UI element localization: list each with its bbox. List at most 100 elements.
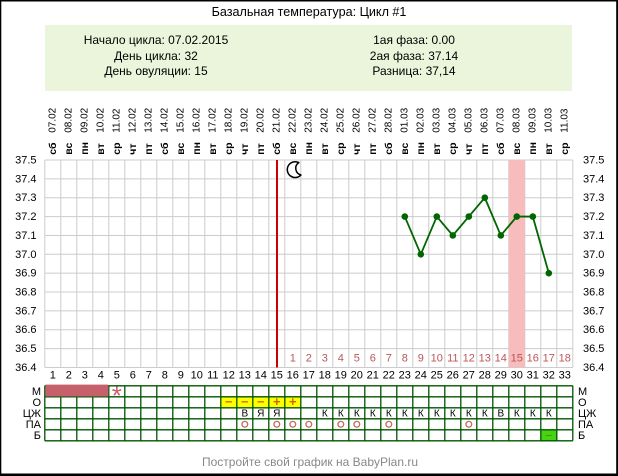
svg-text:ср: ср (111, 142, 123, 154)
svg-text:–: – (241, 394, 248, 409)
svg-text:7: 7 (146, 370, 152, 382)
svg-text:37.2: 37.2 (583, 211, 604, 223)
svg-text:ср: ср (223, 142, 235, 154)
svg-text:вт: вт (431, 143, 443, 154)
svg-text:08.02: 08.02 (63, 107, 74, 132)
svg-text:36.9: 36.9 (583, 268, 604, 280)
svg-text:М: М (578, 386, 587, 398)
svg-text:К: К (418, 408, 424, 419)
svg-text:31: 31 (527, 370, 539, 382)
svg-text:21.02: 21.02 (271, 107, 282, 132)
svg-text:10.02: 10.02 (95, 107, 106, 132)
svg-text:8: 8 (402, 353, 408, 365)
svg-text:сб: сб (271, 142, 283, 155)
svg-text:29: 29 (495, 370, 507, 382)
svg-text:День овуляции: 15: День овуляции: 15 (104, 64, 208, 78)
svg-text:07.03: 07.03 (495, 107, 506, 132)
svg-text:Постройте свой график на BabyP: Постройте свой график на BabyPlan.ru (202, 455, 418, 469)
svg-text:18: 18 (319, 370, 331, 382)
svg-text:ЦЖ: ЦЖ (23, 408, 41, 420)
svg-text:32: 32 (543, 370, 555, 382)
svg-text:ПА: ПА (578, 419, 594, 431)
svg-text:07.02: 07.02 (47, 107, 58, 132)
svg-text:О: О (578, 397, 587, 409)
svg-text:1: 1 (50, 370, 56, 382)
svg-text:К: К (530, 408, 536, 419)
svg-text:пн: пн (415, 142, 427, 155)
svg-text:37.3: 37.3 (583, 192, 604, 204)
svg-text:сб: сб (383, 142, 395, 155)
svg-text:09.03: 09.03 (527, 107, 538, 132)
svg-text:15.02: 15.02 (175, 107, 186, 132)
svg-text:ср: ср (447, 142, 459, 154)
svg-text:11.03: 11.03 (559, 108, 570, 133)
svg-text:пн: пн (303, 142, 315, 155)
svg-text:08.03: 08.03 (511, 107, 522, 132)
svg-text:пн: пн (527, 142, 539, 155)
svg-text:Базальная температура: Цикл #1: Базальная температура: Цикл #1 (212, 5, 407, 19)
svg-text:10.03: 10.03 (543, 107, 554, 132)
svg-text:36.7: 36.7 (583, 305, 604, 317)
svg-text:11.02: 11.02 (111, 108, 122, 133)
svg-text:06.03: 06.03 (479, 107, 490, 132)
svg-text:16.02: 16.02 (191, 107, 202, 132)
svg-text:вт: вт (95, 143, 107, 154)
svg-text:чт: чт (351, 143, 363, 154)
svg-text:6: 6 (370, 353, 376, 365)
svg-text:чт: чт (239, 143, 251, 154)
svg-text:К: К (482, 408, 488, 419)
svg-text:11: 11 (207, 370, 218, 382)
svg-text:пн: пн (191, 142, 203, 155)
svg-text:ср: ср (335, 142, 347, 154)
svg-text:5: 5 (114, 370, 120, 382)
svg-text:пт: пт (255, 143, 267, 154)
svg-text:–: – (225, 394, 232, 409)
svg-text:27.02: 27.02 (367, 107, 378, 132)
svg-text:М: М (32, 386, 41, 398)
svg-text:сб: сб (47, 142, 59, 155)
svg-text:К: К (338, 408, 344, 419)
svg-text:14: 14 (495, 353, 507, 365)
svg-text:К: К (434, 408, 440, 419)
svg-text:17: 17 (543, 353, 555, 365)
svg-text:03.03: 03.03 (431, 107, 442, 132)
svg-text:37.0: 37.0 (583, 249, 604, 261)
svg-text:15: 15 (511, 353, 523, 365)
svg-text:Начало цикла: 07.02.2015: Начало цикла: 07.02.2015 (84, 33, 229, 47)
svg-text:20.02: 20.02 (255, 107, 266, 132)
svg-text:Я: Я (273, 408, 280, 419)
svg-text:+: + (273, 394, 281, 409)
svg-text:Я: Я (257, 408, 264, 419)
svg-text:21: 21 (367, 370, 379, 382)
svg-text:О: О (32, 397, 41, 409)
svg-text:К: К (546, 408, 552, 419)
svg-text:15: 15 (271, 370, 283, 382)
svg-text:Разница: 37,14: Разница: 37,14 (372, 64, 456, 78)
svg-text:чт: чт (127, 143, 139, 154)
svg-text:13: 13 (479, 353, 491, 365)
svg-text:пт: пт (479, 143, 491, 154)
svg-text:вт: вт (319, 143, 331, 154)
svg-text:2: 2 (306, 353, 312, 365)
svg-text:вт: вт (543, 143, 555, 154)
svg-text:37.4: 37.4 (583, 173, 604, 185)
svg-text:ПА: ПА (26, 419, 42, 431)
svg-text:33: 33 (559, 370, 571, 382)
svg-text:11: 11 (447, 353, 458, 365)
svg-text:36.6: 36.6 (15, 324, 36, 336)
svg-text:24: 24 (415, 370, 427, 382)
svg-text:10: 10 (431, 353, 443, 365)
svg-text:37.1: 37.1 (15, 230, 36, 242)
svg-text:вс: вс (511, 143, 523, 155)
svg-text:04.03: 04.03 (447, 107, 458, 132)
svg-text:6: 6 (130, 370, 136, 382)
svg-text:8: 8 (162, 370, 168, 382)
svg-text:7: 7 (386, 353, 392, 365)
svg-text:2: 2 (66, 370, 72, 382)
svg-text:Б: Б (578, 430, 585, 442)
svg-text:37.2: 37.2 (15, 211, 36, 223)
svg-text:ЦЖ: ЦЖ (578, 408, 596, 420)
svg-text:пт: пт (367, 143, 379, 154)
svg-text:37.5: 37.5 (15, 155, 36, 167)
svg-text:36.9: 36.9 (15, 268, 36, 280)
